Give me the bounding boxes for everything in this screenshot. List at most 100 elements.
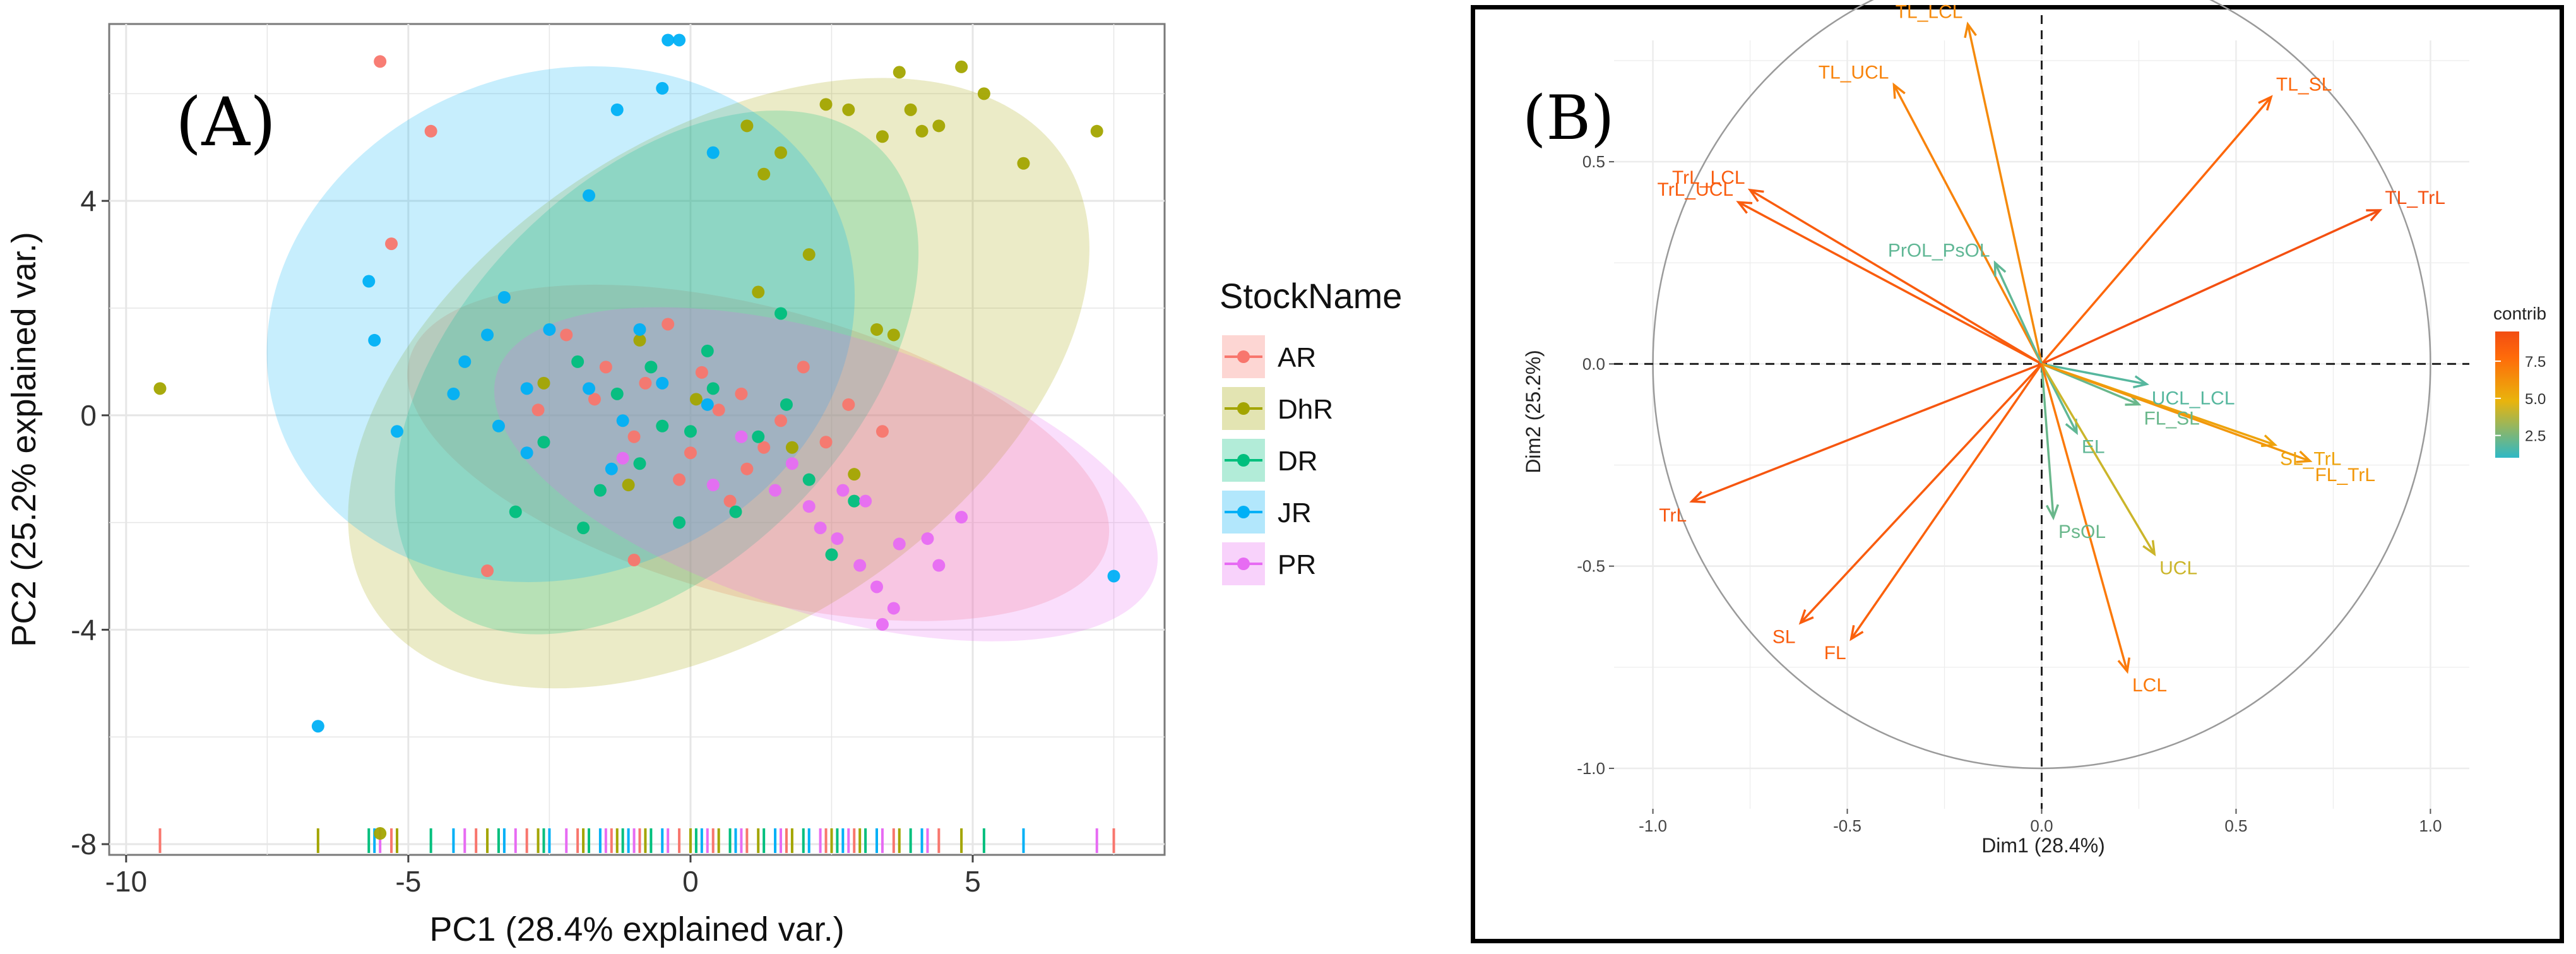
arrowhead <box>1892 82 1906 99</box>
legend-label-jr: JR <box>1278 498 1312 528</box>
legend-key-dot <box>1237 454 1250 467</box>
legend-key-dot <box>1237 402 1250 415</box>
legend-key-dot <box>1237 557 1250 570</box>
x-tick-label: -5 <box>395 865 421 898</box>
arrow-trl_ucl <box>1738 201 2043 365</box>
point-dhr <box>740 119 754 133</box>
point-ar <box>673 473 686 486</box>
arrow-fl_trl <box>2041 362 2311 462</box>
axis-ticks: -10 -5 0 5 -8 -4 0 4 <box>71 184 981 898</box>
arrow-tl_lcl <box>1966 24 2043 364</box>
label-fl_sl: FL_SL <box>2144 408 2199 429</box>
point-jr <box>616 414 629 427</box>
point-jr <box>583 189 595 202</box>
point-ar <box>662 318 675 331</box>
point-dr <box>537 436 550 449</box>
arrowhead <box>1689 491 1706 503</box>
point-dr <box>825 548 838 561</box>
label-fl_trl: FL_TrL <box>2315 465 2375 486</box>
label-ucl_lcl: UCL_LCL <box>2152 388 2235 408</box>
point-jr <box>633 323 646 336</box>
point-jr <box>605 462 618 475</box>
y-tick-label: -4 <box>71 613 97 646</box>
y-tick-label: -8 <box>71 828 97 861</box>
point-jr <box>311 720 324 733</box>
point-jr <box>656 376 669 390</box>
legend-label-dr: DR <box>1278 446 1318 477</box>
point-ar <box>797 361 810 374</box>
y-axis-title: PC2 (25.2% explained var.) <box>5 232 43 647</box>
point-ar <box>627 554 641 567</box>
point-dhr <box>757 167 771 181</box>
legend-label-dhr: DhR <box>1278 394 1333 425</box>
point-pr <box>836 484 850 497</box>
x-tick-label: -0.5 <box>1833 816 1861 835</box>
contrib-colorbar: contrib 2.5 5.0 7.5 <box>2493 304 2546 458</box>
y-tick-label: -1.0 <box>1577 759 1605 778</box>
point-dr <box>633 457 646 470</box>
point-dhr <box>848 468 861 481</box>
arrowhead <box>1736 201 1753 214</box>
label-tl_trl: TL_TrL <box>2385 188 2445 208</box>
point-ar <box>723 494 737 508</box>
point-dhr <box>689 393 703 406</box>
point-pr <box>706 479 720 492</box>
point-dhr <box>374 827 387 840</box>
point-ar <box>599 361 612 374</box>
point-dr <box>729 505 742 518</box>
point-pr <box>814 522 827 535</box>
label-tl_sl: TL_SL <box>2276 75 2332 95</box>
arrowhead <box>1993 260 2007 277</box>
point-jr <box>520 382 533 395</box>
legend-title: StockName <box>1220 276 1402 316</box>
point-pr <box>870 580 883 593</box>
point-jr <box>368 333 381 347</box>
point-dhr <box>915 124 929 138</box>
pca-score-plot: -10 -5 0 5 -8 -4 0 4 (A) PC1 (28.4% explained v… <box>5 23 1402 948</box>
arrow-lcl <box>2040 363 2128 672</box>
point-ar <box>639 376 652 390</box>
point-dhr <box>875 130 889 143</box>
point-dr <box>780 398 793 411</box>
point-pr <box>616 451 629 465</box>
legend-key-dot <box>1237 506 1250 518</box>
label-psol: PsOL <box>2058 522 2106 542</box>
score-points <box>153 33 1120 840</box>
point-dr <box>509 505 522 518</box>
point-jr <box>656 81 669 95</box>
arrow-ucl_lcl <box>2041 362 2147 386</box>
point-pr <box>893 537 906 551</box>
point-dhr <box>870 323 883 336</box>
arrowhead <box>2117 657 2130 674</box>
label-trl: TrL <box>1659 505 1687 526</box>
point-dhr <box>842 103 855 116</box>
point-dhr <box>775 146 787 159</box>
point-dr <box>593 484 607 497</box>
colorbar-tick-label: 2.5 <box>2525 428 2546 445</box>
legend: StockName AR DhR DR JR PR <box>1220 276 1402 585</box>
y-tick-label: 4 <box>80 184 97 217</box>
point-pr <box>859 494 872 508</box>
point-dhr <box>893 66 906 79</box>
x-tick-label: -1.0 <box>1639 816 1667 835</box>
ellipse-dhr <box>348 78 1089 689</box>
x-axis-title: PC1 (28.4% explained var.) <box>429 910 844 948</box>
arrow-tl_trl <box>2041 209 2381 366</box>
ellipse-dr <box>395 110 919 635</box>
label-prol_psol: PrOL_PsOL <box>1888 240 1990 261</box>
point-ar <box>819 436 833 449</box>
point-dhr <box>537 376 550 390</box>
colorbar-gradient <box>2495 331 2519 458</box>
arrow-tl_ucl <box>1892 84 2043 365</box>
point-ar <box>757 441 771 454</box>
label-trl_lcl: TrL_LCL <box>1672 167 1745 188</box>
point-jr <box>362 275 376 288</box>
arrowhead <box>2142 540 2156 557</box>
rug-marks <box>158 828 1115 853</box>
arrowhead <box>1849 625 1864 641</box>
point-dr <box>802 473 816 486</box>
point-dhr <box>955 60 968 73</box>
point-ar <box>560 328 573 342</box>
point-dr <box>673 516 686 529</box>
label-sl: SL <box>1772 626 1796 647</box>
